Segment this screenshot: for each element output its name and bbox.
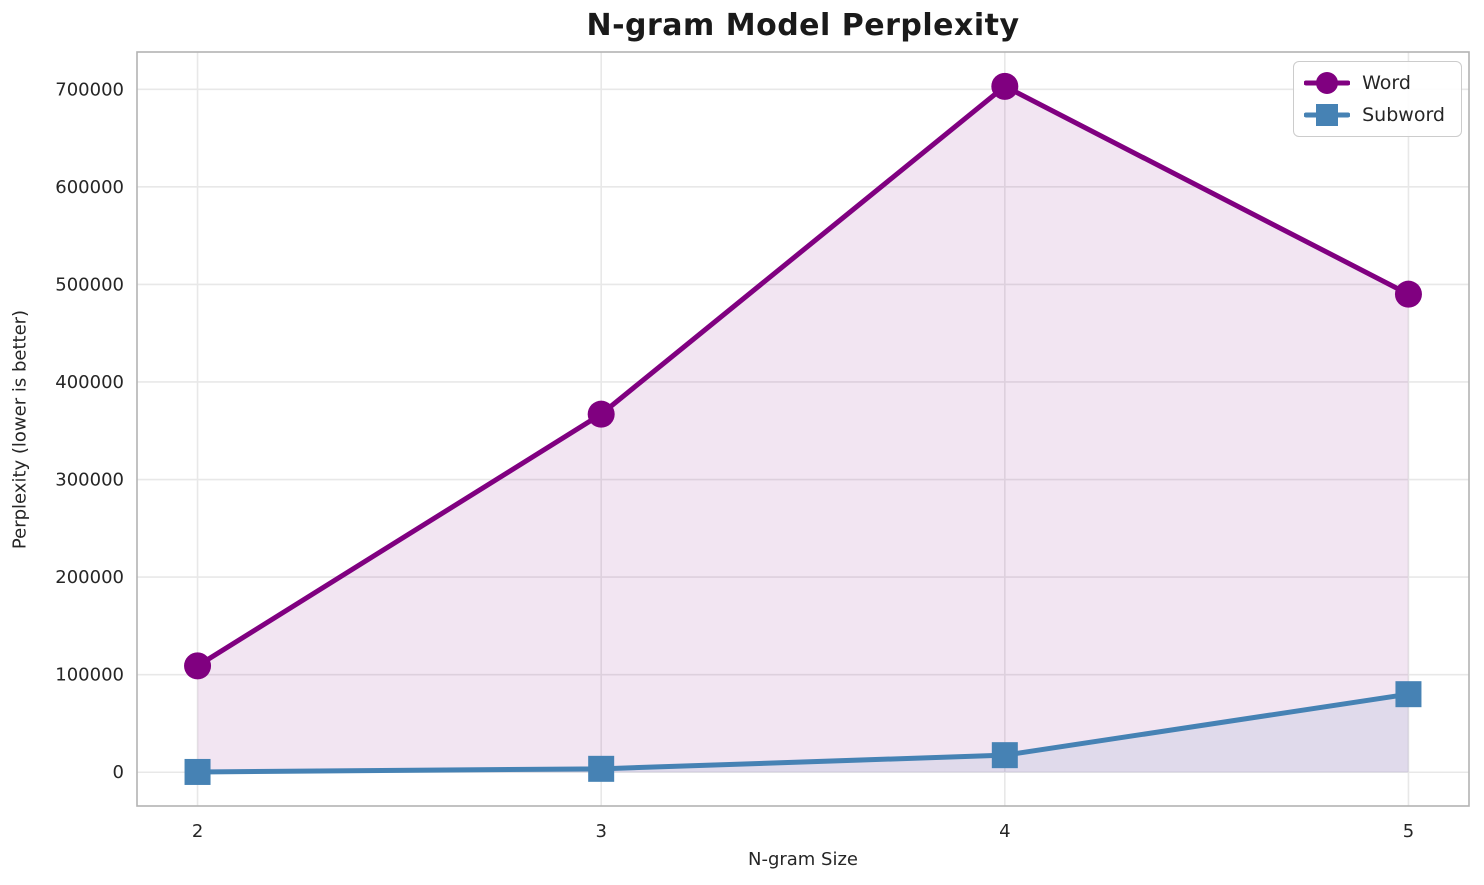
y-tick-label: 200000 [55, 567, 124, 588]
subword-area-fill [197, 694, 1409, 773]
word-line [195, 83, 1411, 669]
x-tick-label: 5 [1403, 821, 1414, 842]
plot-border [136, 51, 1470, 807]
word-marker [587, 400, 615, 428]
word-marker [184, 652, 212, 680]
y-tick-label: 600000 [55, 177, 124, 198]
y-tick-label: 100000 [55, 665, 124, 686]
x-tick-label: 2 [192, 821, 203, 842]
x-tick-label: 3 [595, 821, 606, 842]
y-tick-label: 300000 [55, 470, 124, 491]
legend-item-word: Word [1303, 69, 1445, 97]
x-tick-label: 4 [999, 821, 1010, 842]
subword-marker [184, 758, 211, 785]
y-tick-label: 500000 [55, 274, 124, 295]
subword-marker [588, 755, 615, 782]
chart-title: N-gram Model Perplexity [586, 8, 1020, 43]
subword-marker [1395, 681, 1422, 708]
y-tick-label: 400000 [55, 372, 124, 393]
y-tick-label: 700000 [55, 79, 124, 100]
x-axis-label: N-gram Size [747, 849, 859, 870]
subword-line [195, 691, 1411, 775]
word-area-fill [197, 86, 1409, 773]
subword-line-marker-icon [1303, 102, 1351, 128]
word-marker [1394, 280, 1422, 308]
legend-item-subword: Subword [1303, 101, 1445, 129]
legend-label-subword: Subword [1362, 104, 1445, 126]
word-line-marker-icon [1303, 70, 1351, 96]
y-tick-label: 0 [113, 762, 124, 783]
legend-label-word: Word [1362, 72, 1411, 94]
legend: Word Subword [1293, 61, 1462, 137]
word-marker [991, 72, 1019, 100]
subword-marker [991, 742, 1018, 769]
